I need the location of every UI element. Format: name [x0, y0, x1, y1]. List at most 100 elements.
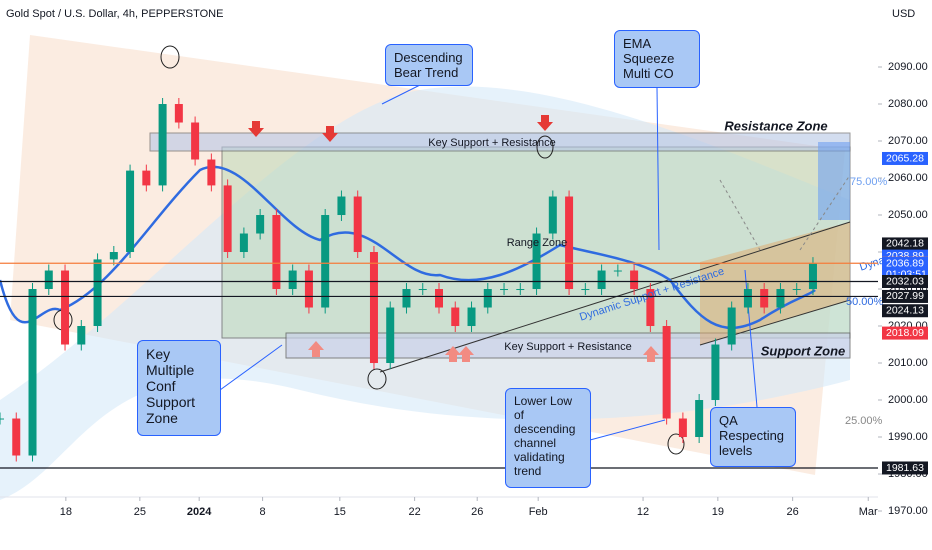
- x-tick-label: 22: [408, 506, 420, 518]
- candle: [727, 307, 736, 345]
- x-tick-label: 8: [260, 506, 266, 518]
- candle: [158, 104, 167, 186]
- fib-label: 75.00%: [850, 176, 888, 188]
- candle: [792, 289, 801, 291]
- zone-label: Range Zone: [507, 237, 568, 249]
- x-tick-label: 26: [471, 506, 483, 518]
- y-tick-label: 2080.00: [888, 98, 928, 110]
- candle: [695, 400, 704, 438]
- x-tick-label: 18: [60, 506, 72, 518]
- y-tick-label: 2050.00: [888, 209, 928, 221]
- fib-label: 25.00%: [845, 415, 883, 427]
- candle: [532, 233, 541, 290]
- projection: [719, 174, 851, 251]
- y-tick-label: 2000.00: [888, 394, 928, 406]
- candle: [28, 289, 37, 456]
- annotation: Descending Bear Trend: [385, 44, 473, 86]
- candle: [207, 159, 216, 186]
- x-tick-label: Mar: [859, 506, 878, 518]
- candle: [369, 252, 378, 364]
- price-label: 2065.28: [886, 152, 924, 164]
- candle: [142, 170, 151, 186]
- candle: [44, 270, 53, 290]
- circles: [53, 45, 685, 455]
- candle: [288, 270, 297, 290]
- price-box: [882, 275, 928, 289]
- target-box: [818, 142, 850, 220]
- y-tick-label: 2090.00: [888, 61, 928, 73]
- candle: [548, 196, 557, 234]
- candle: [597, 270, 606, 290]
- candle: [174, 104, 183, 123]
- zone-label: Support Zone: [761, 343, 846, 358]
- candle: [126, 170, 135, 253]
- price-box: [882, 326, 928, 340]
- candle: [565, 196, 574, 290]
- x-tick-label: 25: [134, 506, 146, 518]
- annotation: Key Multiple Conf Support Zone: [137, 340, 221, 436]
- candle: [386, 307, 395, 364]
- annotation: EMA Squeeze Multi CO: [614, 30, 700, 88]
- annotation: Lower Low of descending channel validati…: [505, 388, 591, 488]
- price-label: 1981.63: [886, 462, 924, 474]
- candle: [467, 307, 476, 327]
- x-tick-label: 26: [787, 506, 799, 518]
- candle: [418, 289, 427, 291]
- candle: [483, 289, 492, 308]
- candle: [760, 289, 769, 308]
- price-label: 2036.89: [886, 257, 924, 269]
- x-tick-label: 12: [637, 506, 649, 518]
- candles: [0, 98, 817, 462]
- chart-title: Gold Spot / U.S. Dollar, 4h, PEPPERSTONE: [6, 8, 223, 20]
- price-box: [882, 237, 928, 251]
- candle: [191, 122, 200, 160]
- candle: [61, 270, 70, 345]
- y-tick-label: 2070.00: [888, 135, 928, 147]
- candle: [272, 215, 281, 290]
- candle: [808, 263, 817, 290]
- price-box: [882, 461, 928, 475]
- candle: [646, 289, 655, 327]
- candle: [743, 289, 752, 308]
- x-tick-label: 2024: [187, 506, 212, 518]
- price-box: [882, 289, 928, 303]
- candle: [256, 215, 265, 234]
- candle: [435, 289, 443, 308]
- candle: [451, 307, 460, 327]
- price-box: [882, 304, 928, 318]
- candle: [581, 289, 590, 291]
- candle: [304, 270, 313, 308]
- y-tick-label: 2060.00: [888, 172, 928, 184]
- candle: [12, 418, 21, 456]
- candle: [402, 289, 411, 308]
- candle: [0, 418, 4, 420]
- candle: [500, 289, 509, 291]
- ema-line: [0, 165, 816, 330]
- candle: [321, 215, 330, 308]
- x-tick-label: 15: [334, 506, 346, 518]
- candle: [776, 289, 785, 308]
- y-tick-label: 1970.00: [888, 505, 928, 517]
- price-label: 2024.13: [886, 305, 924, 317]
- candle: [353, 196, 362, 253]
- zone-label: Key Support + Resistance: [428, 137, 556, 149]
- x-tick-label: 19: [712, 506, 724, 518]
- price-label: 2027.99: [886, 290, 924, 302]
- annotation: QA Respecting levels: [710, 407, 796, 467]
- price-label: 2018.09: [886, 327, 924, 339]
- fib-label: 50.00%: [846, 296, 884, 308]
- candle: [93, 259, 102, 327]
- down-arrows: [248, 115, 553, 142]
- candle: [516, 289, 525, 291]
- price-label: 2042.18: [886, 238, 924, 250]
- candle: [239, 233, 248, 253]
- candle: [711, 344, 720, 401]
- candle: [613, 270, 622, 272]
- rising-channel: [700, 222, 850, 345]
- price-label: 2032.03: [886, 275, 924, 287]
- candle: [678, 418, 687, 438]
- zone-label: Key Support + Resistance: [504, 341, 632, 353]
- currency: USD: [892, 8, 915, 20]
